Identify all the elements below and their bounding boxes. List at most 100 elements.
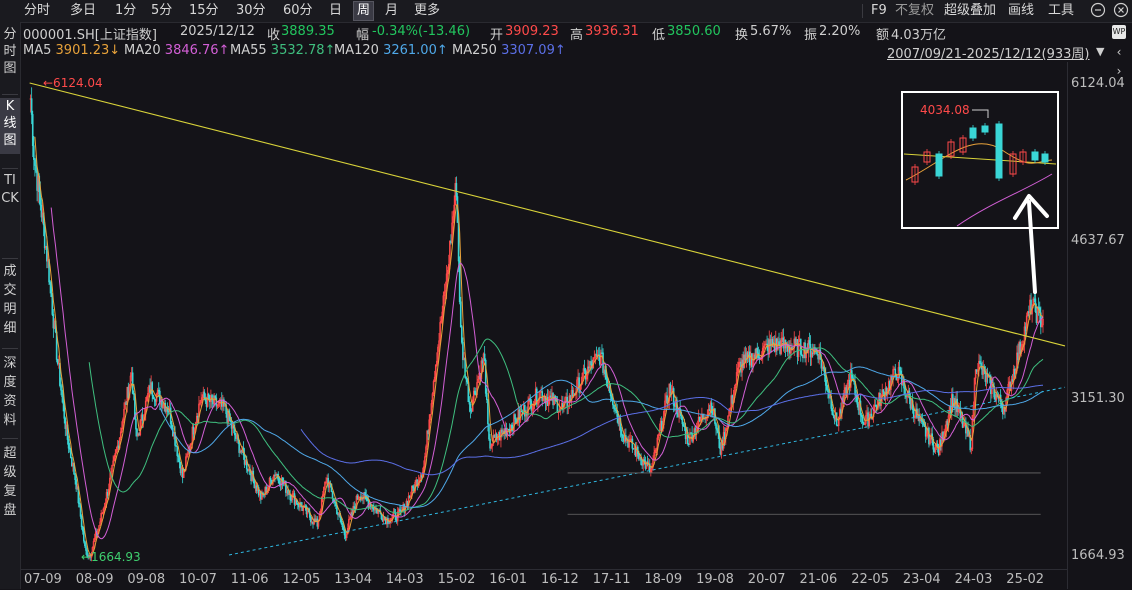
inset-candle-body [923,151,931,163]
sidebar-item-timeshare[interactable]: 分时图 [3,27,17,76]
period-tab-1min[interactable]: 1分 [115,3,137,18]
period-tab-5min[interactable]: 5分 [151,3,173,18]
candle-body [487,399,489,425]
sidebar-item-tick[interactable]: TICK [1,173,19,206]
symbol-label: 000001.SH[上证指数] [23,28,157,43]
period-tab-multiday[interactable]: 多日 [70,3,97,18]
f9-button[interactable]: F9 [871,3,887,18]
candle-body [797,341,800,358]
period-tab-15min[interactable]: 15分 [189,3,219,18]
candle-body [310,516,312,523]
candle-body [778,341,780,346]
tools-button[interactable]: 工具 [1048,3,1075,18]
period-tab-week[interactable]: 周 [353,1,375,21]
candle-body [734,383,737,388]
candle-body [669,383,672,394]
candle-body [170,423,173,429]
ma250-line [300,384,1043,476]
super-overlay-button[interactable]: 超级叠加 [944,3,997,18]
period-tab-month[interactable]: 月 [385,3,399,18]
candle-body [527,401,529,416]
candle-body [899,370,902,375]
candle-body [726,428,728,430]
candle-body [480,360,483,380]
chevron-left-icon[interactable]: ‹ [1116,45,1122,59]
candle-body [217,402,220,406]
sidebar-item-kline[interactable]: K线图 [0,98,20,154]
candle-body [486,393,488,400]
candle-body [269,477,272,481]
draw-line-button[interactable]: 画线 [1008,3,1035,18]
candle-body [606,378,609,387]
candle-body [69,448,72,459]
sidebar-item-depth[interactable]: 深度资料 [3,356,17,428]
candle-body [51,296,54,315]
candle-body [164,403,167,412]
low-value: 3850.60 [667,24,721,39]
candle-body [103,506,106,510]
turnover-label: 换 [735,28,749,43]
kline-chart[interactable]: ←6124.04 ←1664.93 4034.08 [21,62,1067,569]
period-tab-day[interactable]: 日 [329,3,343,18]
date-range-selector[interactable]: 2007/09/21-2025/12/12(933周) [887,47,1090,62]
no-adjust-button[interactable]: 不复权 [895,3,935,18]
open-value: 3909.23 [505,24,559,39]
sidebar-item-replay[interactable]: 超级复盘 [3,446,17,518]
candle-body [510,424,513,429]
candle-body [672,388,675,406]
candle-body [204,398,207,402]
candle-body [461,326,463,343]
candle-body [906,395,909,398]
candle-body [207,393,210,399]
ma20-line [50,207,1044,540]
x-tick-label: 22-05 [851,572,889,587]
inset-candle-body [935,153,943,177]
ma5-label: MA5 [23,43,52,58]
period-tab-more[interactable]: 更多 [414,3,441,18]
range-dropdown-icon[interactable]: ▼ [1096,45,1105,58]
period-tab-60min[interactable]: 60分 [283,3,313,18]
candle-body [824,375,827,386]
candle-body [631,438,634,449]
period-tab-intraday[interactable]: 分时 [24,3,51,18]
candle-body [31,114,34,147]
candle-body [934,444,937,453]
wp-icon[interactable]: WP [1112,25,1126,39]
candle-body [496,438,499,441]
candle-body [122,419,124,429]
candle-body [490,445,492,449]
candle-body [925,433,928,437]
candle-body [443,291,446,297]
y-axis-line [1067,62,1068,589]
candle-body [474,390,476,395]
candle-body [80,516,83,528]
candle-body [175,445,177,447]
period-tab-30min[interactable]: 30分 [236,3,266,18]
inset-trendline [903,153,1057,165]
candle-body [514,414,516,420]
candle-body [229,419,232,422]
x-tick-label: 18-09 [644,572,683,587]
candle-body [63,403,66,419]
x-tick-label: 07-09 [24,572,62,587]
candle-body [542,398,545,401]
candle-body [348,519,350,529]
candle-body [56,359,59,365]
candle-body [325,481,327,484]
close-icon[interactable] [1110,2,1132,20]
x-tick-label: 21-06 [799,572,838,587]
candle-body [74,473,76,481]
candle-body [755,347,758,359]
ma55-line [88,338,1044,514]
candle-body [459,301,462,328]
chevron-right-icon[interactable]: › [1116,64,1122,78]
sidebar-item-trades[interactable]: 成交明细 [3,264,17,336]
candle-body [972,406,975,416]
candle-body [40,204,43,218]
candle-body [571,390,574,397]
candle-body [464,357,466,378]
candle-body [738,362,740,369]
candle-body [809,343,812,358]
minimize-icon[interactable] [1087,2,1109,20]
candle-body [290,499,293,501]
